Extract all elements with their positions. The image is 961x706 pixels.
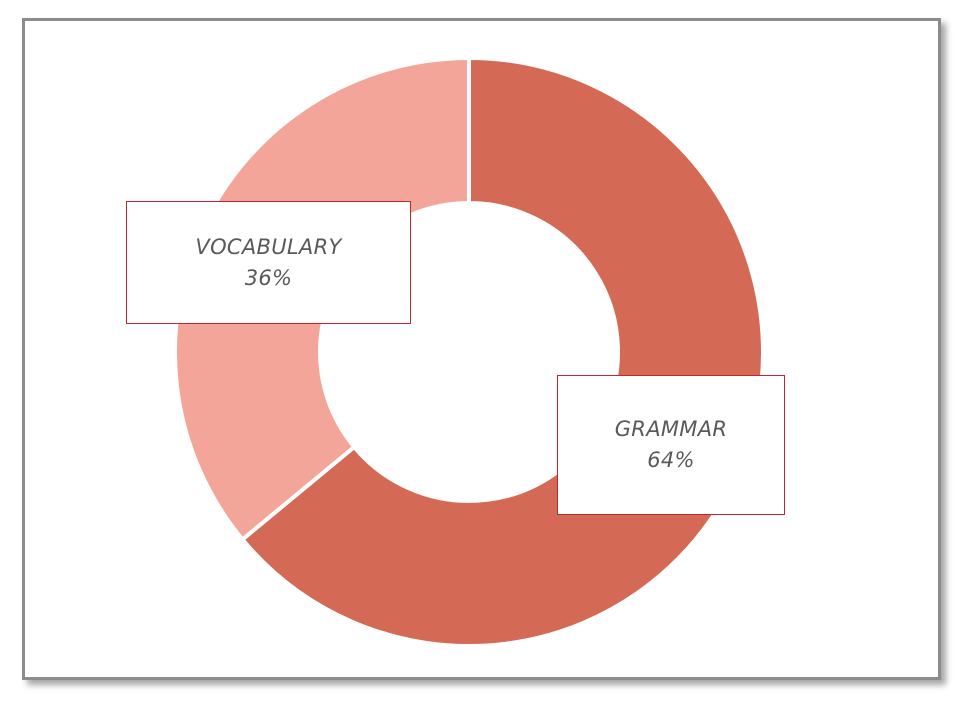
data-label-vocabulary-category: VOCABULARY: [195, 234, 342, 259]
data-label-grammar: GRAMMAR 64%: [557, 375, 785, 515]
data-label-vocabulary-percent: 36%: [244, 265, 293, 290]
chart-frame: VOCABULARY 36% GRAMMAR 64%: [22, 18, 941, 680]
data-label-grammar-percent: 64%: [647, 448, 695, 472]
data-label-grammar-category: GRAMMAR: [614, 417, 728, 441]
data-label-vocabulary: VOCABULARY 36%: [126, 201, 411, 324]
doughnut-chart: [173, 55, 765, 648]
